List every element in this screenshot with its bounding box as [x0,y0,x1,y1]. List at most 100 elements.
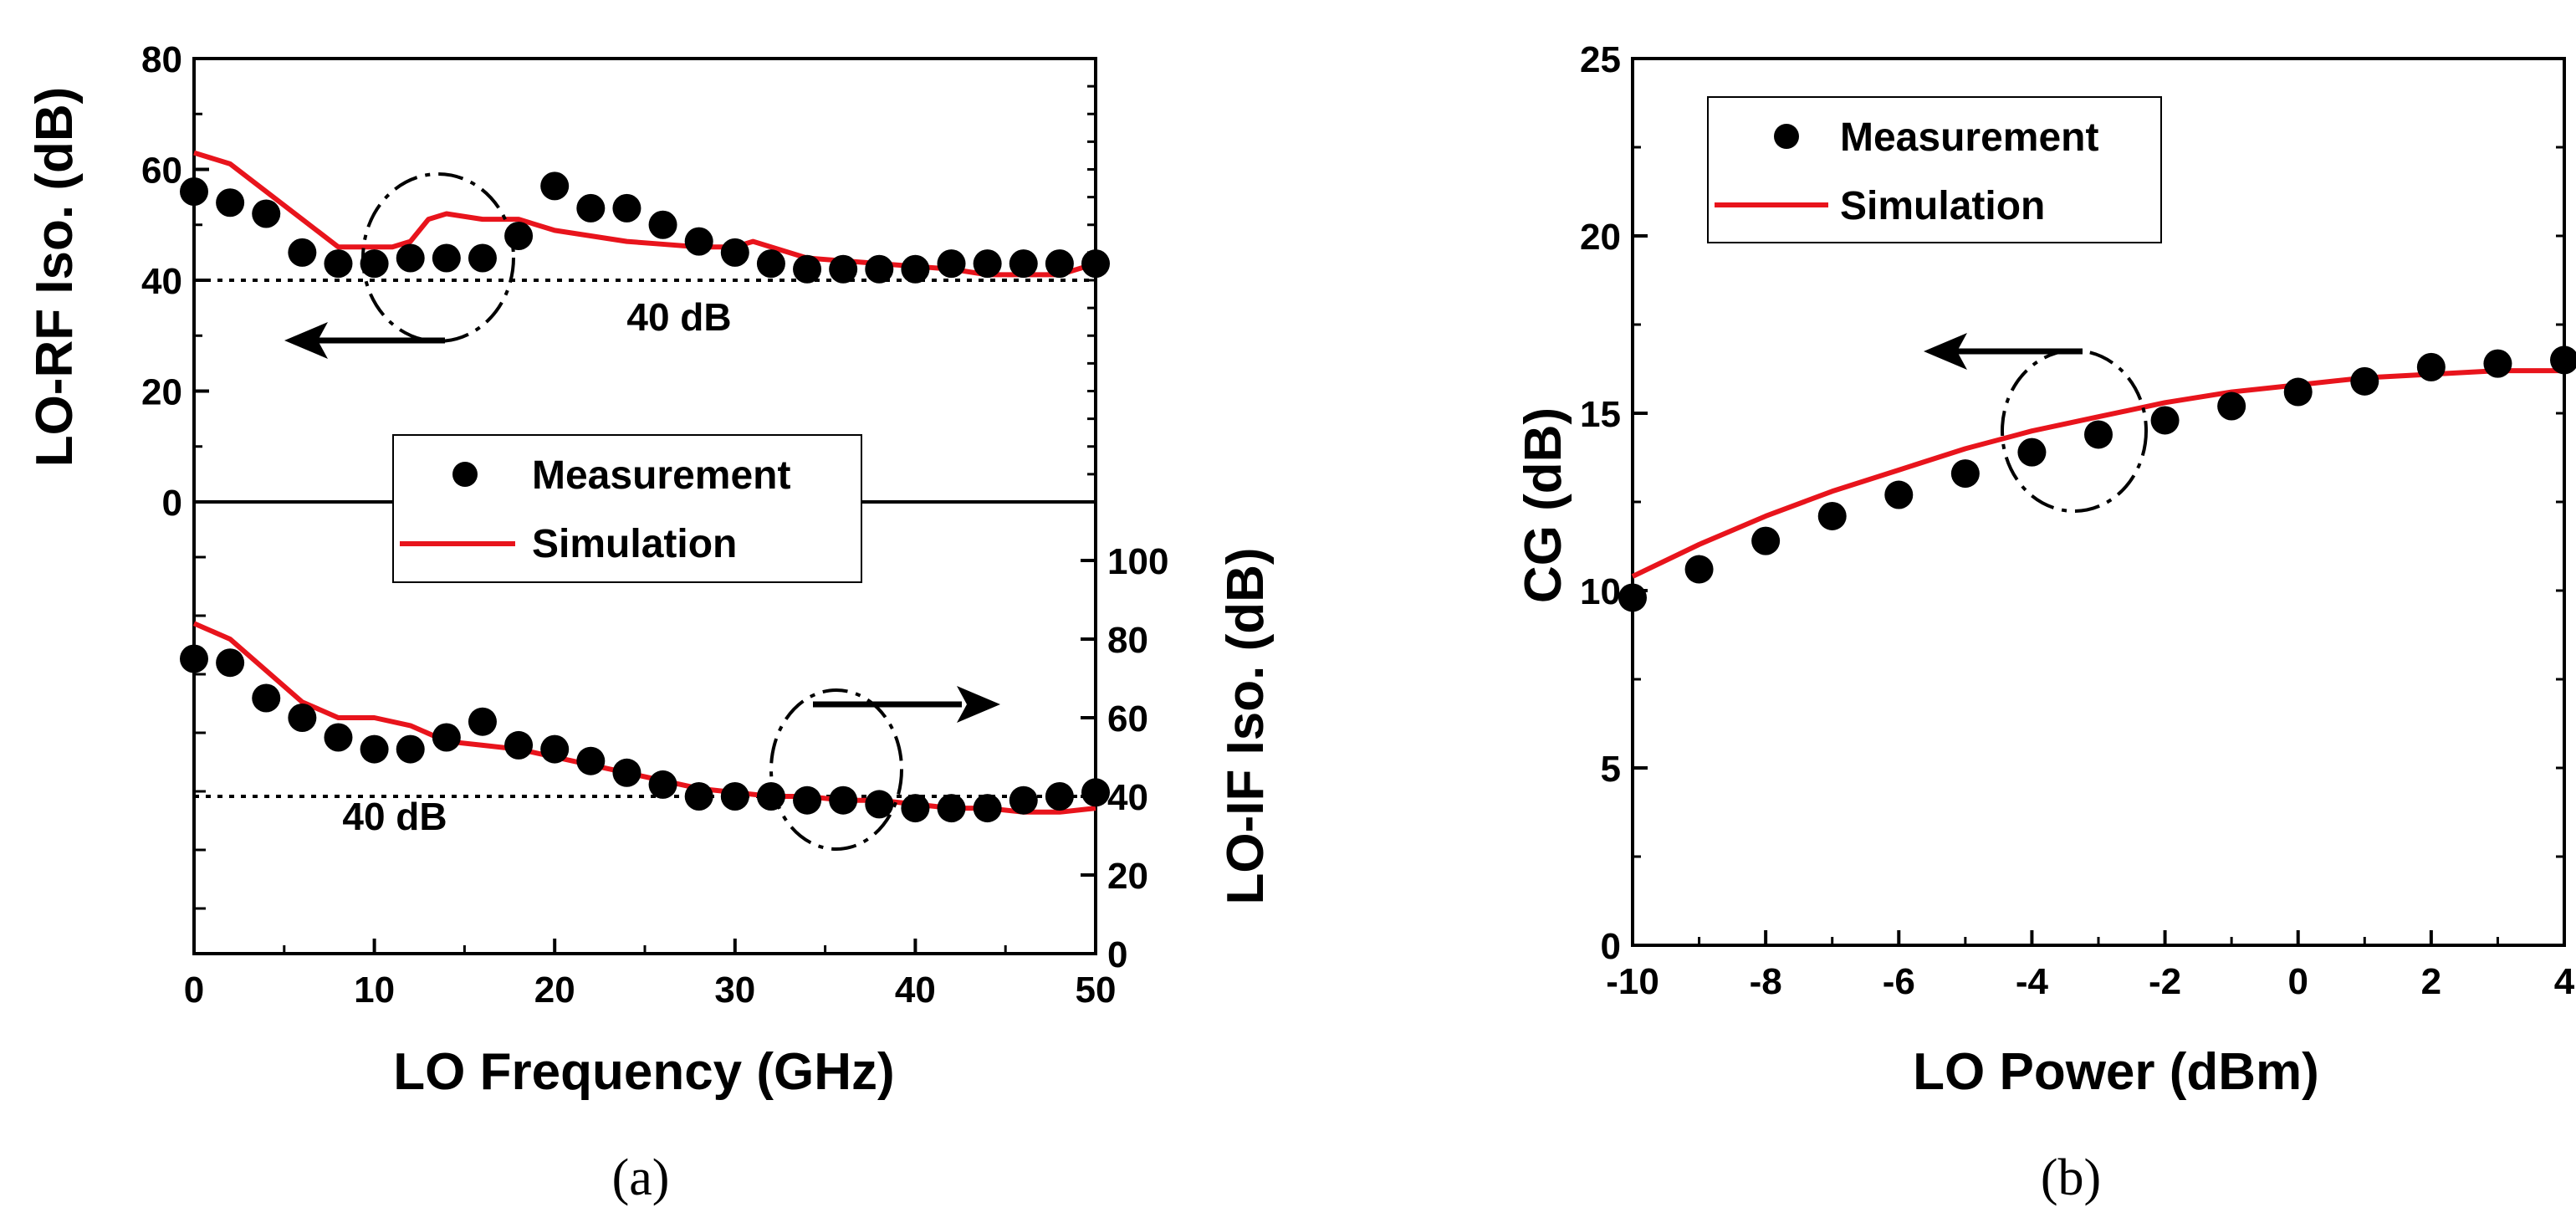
panel-a-bottom-measurement-point [648,770,677,799]
panel-b-legend-measurement: Measurement [1840,115,2098,160]
panel-b-measurement-point [2084,420,2113,449]
panel-b-axes: -10 -8 -6 -4 -2 0 2 4 0 5 10 15 20 25 [1580,39,2575,1002]
panel-a-top-measurement-point [576,193,606,223]
panel-a-bottom-ytick-label: 100 [1107,541,1168,582]
panel-a-bottom-reference-label: 40 dB [342,795,447,838]
panel-b-ytick-label: 20 [1580,217,1621,258]
panel-b-measurement-point [2017,438,2047,467]
panel-a-top-measurement-point [684,227,713,256]
panel-a-top-ytick-label: 80 [141,39,182,80]
panel-b-ylabel: CG (dB) [1515,407,1572,603]
panel-a-top-measurement-point [432,243,461,273]
panel-a-legend: Measurement Simulation [392,434,862,583]
panel-b-measurement-point [2217,391,2246,421]
panel-a-legend-measurement-marker [452,462,478,487]
panel-b-series-circle [2001,349,2148,513]
panel-b-ytick-label: 25 [1580,39,1621,80]
panel-b-label: (b) [2041,1149,2101,1206]
panel-a-bottom-measurement-point [396,734,425,764]
panel-b-xtick-label: 4 [2554,961,2575,1002]
panel-a-bottom-ytick-label: 20 [1107,856,1148,897]
panel-b-measurement-point [2416,352,2446,381]
panel-a-bottom-measurement-point [180,644,208,673]
panel-b-simulation-line [1631,368,2564,579]
panel-a-top-measurement-point [324,249,353,279]
panel-a-bottom-measurement-point [324,723,353,752]
panel-b-legend: Measurement Simulation [1707,96,2162,243]
panel-a-bottom-measurement-point [1081,778,1110,807]
panel-a-top-measurement-point [396,243,425,273]
panel-a-top-series-circle [361,172,515,343]
panel-a-top-measurement-point [648,210,677,239]
panel-a-top-measurement-point [829,254,858,284]
panel-a-xtick-label: 0 [184,970,204,1011]
panel-a-bottom-measurement-point [288,704,317,732]
panel-a-top-measurement-point [756,249,785,279]
panel-a-bottom-measurement-point [829,785,858,815]
panel-b-measurement-point [2483,349,2512,378]
panel-a-top-ytick-label: 40 [141,261,182,302]
panel-a-bottom-measurement-point [504,730,534,760]
panel-a-bottom-measurement-point [360,734,389,764]
panel-b-xtick-label: -4 [2016,961,2049,1002]
panel-a-bottom-measurement-point [1009,785,1038,815]
panel-a-legend-simulation: Simulation [532,522,737,566]
panel-b-annotation [1924,333,2148,513]
panel-b-ytick-label: 10 [1580,571,1621,612]
panel-a-xtick-label: 20 [534,970,575,1011]
panel-a-bottom-ytick-label: 80 [1107,620,1148,661]
panel-b-measurement-point [1950,459,1980,489]
panel-a-top-ytick-label: 60 [141,151,182,192]
panel-a-top-annotation [284,172,515,359]
panel-b-measurement-point [2350,366,2379,396]
panel-b-xtick-label: -10 [1606,961,1659,1002]
panel-a-top-measurement-point [901,254,930,284]
panel-a-bottom-measurement-point [540,734,570,764]
panel-b-ytick-label: 0 [1601,926,1621,967]
panel-a-bottom-ytick-label: 60 [1107,698,1148,739]
panel-a-label: (a) [612,1149,670,1206]
panel-b-xlabel: LO Power (dBm) [1913,1043,2319,1101]
panel-a-top-reference-label: 40 dB [626,295,731,339]
panel-a-bottom-ytick-label: 0 [1107,934,1127,975]
panel-b-series [1618,345,2576,612]
panel-b-ytick-label: 15 [1580,394,1621,435]
panel-b-legend-measurement-marker [1774,124,1799,149]
panel-a-xtick-label: 30 [714,970,755,1011]
panel-a-bottom-series-circle [769,688,903,851]
panel-a-top-measurement-point [216,188,245,217]
panel-a-xlabel: LO Frequency (GHz) [393,1043,894,1101]
panel-a-xtick-label: 50 [1076,970,1117,1011]
panel-a-top-measurement-point [360,249,389,279]
panel-a-top-ylabel: LO-RF Iso. (dB) [26,87,84,468]
panel-a-top-measurement-point [252,199,281,228]
panel-a-top-measurement-point [973,249,1002,279]
panel-b-ytick-label: 5 [1601,749,1621,790]
panel-a-top-measurement-point [1081,249,1110,279]
panel-a-bottom-ylabel: LO-IF Iso. (dB) [1217,547,1275,904]
panel-a-top-measurement-point [540,171,570,201]
panel-a-bottom-measurement-point [252,683,281,713]
panel-a-bottom-measurement-point [432,723,461,752]
panel-a-top-measurement-point [937,249,966,279]
panel-a-top-measurement-point [612,193,641,223]
panel-a-bottom-annotation [769,686,1000,851]
panel-a-top-measurement-point [720,238,749,267]
panel-a-bottom-measurement-point [216,648,245,678]
panel-b-arrow-left-icon [1924,333,1967,370]
panel-b-measurement-point [2550,345,2576,375]
panel-a-top-measurement-point [1009,249,1038,279]
panel-a-bottom-measurement-point [720,782,749,811]
panel-b-xtick-label: 0 [2287,961,2308,1002]
panel-a-top-measurement-point [288,238,317,267]
panel-b-measurement-point [2283,377,2313,407]
panel-b-measurement-point [2150,406,2180,435]
panel-a-bottom-measurement-point [973,794,1002,823]
panel-a-bottom-measurement-point [865,790,894,819]
panel-a-legend-box [392,434,862,583]
panel-b-measurement-point [1618,583,1647,612]
